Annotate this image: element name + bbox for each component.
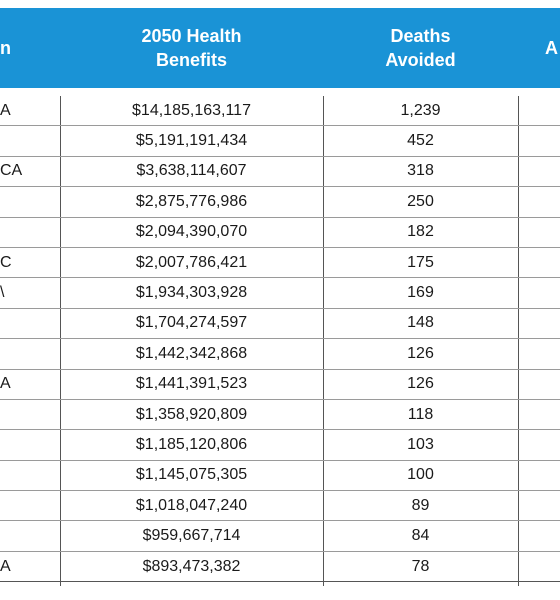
table-row: $1,358,920,809 118 — [0, 400, 560, 431]
health-benefits-cell: $3,638,114,607 — [136, 162, 247, 180]
health-benefits-cell: $1,441,391,523 — [135, 375, 248, 393]
region-cell — [0, 461, 58, 490]
table-row: $1,145,075,305 100 — [0, 461, 560, 492]
header-deaths-avoided: Deaths Avoided — [385, 26, 456, 70]
region-cell — [0, 309, 58, 338]
deaths-avoided-cell: 250 — [407, 192, 434, 210]
health-benefits-cell: $1,018,047,240 — [135, 496, 248, 514]
header-region: n — [0, 38, 11, 58]
region-cell — [0, 187, 58, 216]
region-cell: C — [0, 253, 12, 271]
region-cell — [0, 491, 58, 520]
deaths-avoided-cell: 89 — [411, 496, 430, 514]
health-benefits-cell: $1,704,274,597 — [135, 314, 248, 332]
region-cell — [0, 521, 58, 550]
region-cell — [0, 218, 58, 247]
region-cell: \ — [0, 284, 5, 302]
deaths-avoided-cell: 148 — [407, 314, 434, 332]
deaths-avoided-cell: 126 — [407, 375, 434, 393]
region-cell: A — [0, 101, 11, 119]
region-cell: A — [0, 557, 11, 575]
health-benefits-cell: $893,473,382 — [142, 557, 241, 575]
region-cell — [0, 400, 58, 429]
column-divider — [323, 96, 324, 586]
table-row: C $2,007,786,421 175 — [0, 248, 560, 279]
deaths-avoided-cell: 318 — [407, 162, 434, 180]
column-divider — [518, 96, 519, 586]
deaths-avoided-cell: 175 — [407, 253, 434, 271]
deaths-avoided-cell: 84 — [411, 527, 430, 545]
region-cell: CA — [0, 162, 23, 180]
table-row: A $1,441,391,523 126 — [0, 370, 560, 400]
region-cell — [0, 339, 58, 368]
header-next: A — [545, 38, 558, 58]
health-benefits-cell: $2,007,786,421 — [135, 253, 248, 271]
table-row: \ $1,934,303,928 169 — [0, 278, 560, 309]
table-row: $1,185,120,806 103 — [0, 430, 560, 461]
deaths-avoided-cell: 1,239 — [400, 101, 441, 119]
health-benefits-cell: $14,185,163,117 — [132, 101, 251, 119]
health-benefits-cell: $1,442,342,868 — [135, 344, 248, 362]
table-row: $1,704,274,597 148 — [0, 309, 560, 340]
table-row: A $893,473,382 78 — [0, 552, 560, 583]
table-row: $1,018,047,240 89 — [0, 491, 560, 522]
table-row: $2,094,390,070 182 — [0, 218, 560, 248]
deaths-avoided-cell: 103 — [407, 435, 434, 453]
table-row: $2,875,776,986 250 — [0, 187, 560, 218]
table-row: $5,191,191,434 452 — [0, 126, 560, 157]
deaths-avoided-cell: 78 — [411, 557, 430, 575]
health-benefits-cell: $5,191,191,434 — [135, 132, 248, 150]
region-cell — [0, 430, 58, 459]
table-row: CA $3,638,114,607 318 — [0, 157, 560, 188]
deaths-avoided-cell: 182 — [407, 223, 434, 241]
health-benefits-cell: $2,875,776,986 — [135, 192, 248, 210]
region-cell: A — [0, 375, 11, 393]
health-benefits-cell: $1,934,303,928 — [135, 284, 248, 302]
health-benefits-cell: $1,185,120,806 — [135, 435, 248, 453]
health-benefits-cell: $959,667,714 — [142, 527, 241, 545]
table-row: $1,442,342,868 126 — [0, 339, 560, 370]
deaths-avoided-cell: 118 — [407, 405, 434, 423]
deaths-avoided-cell: 452 — [407, 132, 434, 150]
deaths-avoided-cell: 100 — [407, 466, 434, 484]
deaths-avoided-cell: 126 — [407, 344, 434, 362]
header-health-benefits: 2050 Health Benefits — [141, 26, 242, 70]
health-benefits-cell: $2,094,390,070 — [135, 223, 248, 241]
region-cell — [0, 126, 58, 155]
deaths-avoided-cell: 169 — [407, 284, 434, 302]
health-benefits-cell: $1,358,920,809 — [135, 405, 248, 423]
table-row: $959,667,714 84 — [0, 521, 560, 552]
table-header: n 2050 Health Benefits Deaths Avoided A — [0, 8, 560, 88]
health-benefits-cell: $1,145,075,305 — [135, 466, 248, 484]
table-body: A $14,185,163,117 1,239 $5,191,191,434 452 CA… — [0, 96, 560, 583]
column-divider — [60, 96, 61, 586]
table-row: A $14,185,163,117 1,239 — [0, 96, 560, 127]
